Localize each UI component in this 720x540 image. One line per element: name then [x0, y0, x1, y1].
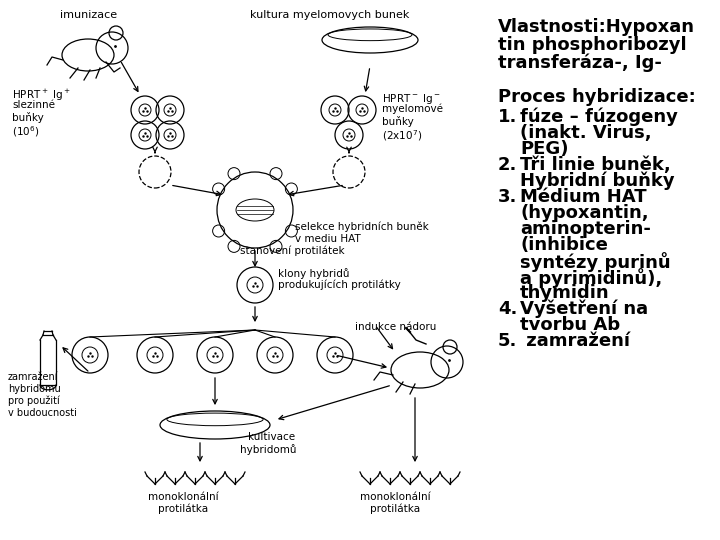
Text: (2x10$^7$): (2x10$^7$): [382, 128, 422, 143]
Text: protilátka: protilátka: [370, 504, 420, 515]
Text: 3.: 3.: [498, 188, 518, 206]
Text: a pyrimidinů),: a pyrimidinů),: [520, 268, 662, 288]
Text: HPRT$^+$ Ig$^+$: HPRT$^+$ Ig$^+$: [12, 88, 71, 103]
Text: transferáza-, Ig-: transferáza-, Ig-: [498, 54, 662, 72]
Text: klony hybridů: klony hybridů: [278, 268, 349, 279]
Text: hybridomů: hybridomů: [240, 444, 297, 455]
Text: kultivace: kultivace: [248, 432, 295, 442]
Text: Vyšetření na: Vyšetření na: [520, 300, 648, 319]
Text: syntézy purinů: syntézy purinů: [520, 252, 670, 272]
Text: (hypoxantin,: (hypoxantin,: [520, 204, 649, 222]
Text: indukce nádoru: indukce nádoru: [355, 322, 436, 332]
Text: protilátka: protilátka: [158, 504, 208, 515]
Text: thymidin: thymidin: [520, 284, 610, 302]
Text: hybridomu: hybridomu: [8, 384, 60, 394]
Text: Tři linie buněk,: Tři linie buněk,: [520, 156, 671, 174]
Text: Proces hybridizace:: Proces hybridizace:: [498, 88, 696, 106]
Text: pro použití: pro použití: [8, 396, 60, 407]
Text: (inhibice: (inhibice: [520, 236, 608, 254]
Text: kultura myelomovych bunek: kultura myelomovych bunek: [250, 10, 410, 20]
Text: buňky: buňky: [12, 112, 44, 123]
Text: v mediu HAT: v mediu HAT: [295, 234, 361, 244]
Text: 5.: 5.: [498, 332, 518, 350]
Text: myelomové: myelomové: [382, 104, 443, 114]
Text: v budoucnosti: v budoucnosti: [8, 408, 77, 418]
Text: produkujících protilátky: produkujících protilátky: [278, 280, 401, 291]
Text: HPRT$^-$ Ig$^-$: HPRT$^-$ Ig$^-$: [382, 92, 441, 106]
Text: zamražení: zamražení: [520, 332, 630, 350]
Text: tin phosphoribozyl: tin phosphoribozyl: [498, 36, 687, 54]
Text: selekce hybridních buněk: selekce hybridních buněk: [295, 222, 428, 233]
Text: aminopterin-: aminopterin-: [520, 220, 651, 238]
Text: slezinné: slezinné: [12, 100, 55, 110]
Text: Hybridní buňky: Hybridní buňky: [520, 172, 675, 191]
Text: monoklonální: monoklonální: [148, 492, 219, 502]
Text: 1.: 1.: [498, 108, 518, 126]
Text: monoklonální: monoklonální: [360, 492, 431, 502]
Text: zamražení: zamražení: [8, 372, 58, 382]
Text: 2.: 2.: [498, 156, 518, 174]
Text: Vlastnosti:Hypoxan: Vlastnosti:Hypoxan: [498, 18, 695, 36]
Text: (inakt. Virus,: (inakt. Virus,: [520, 124, 652, 142]
Text: imunizace: imunizace: [60, 10, 117, 20]
Text: PEG): PEG): [520, 140, 569, 158]
Text: (10$^6$): (10$^6$): [12, 124, 40, 139]
Text: Médium HAT: Médium HAT: [520, 188, 647, 206]
Text: fúze – fúzogeny: fúze – fúzogeny: [520, 108, 678, 126]
Text: stanovení protilátek: stanovení protilátek: [240, 246, 345, 256]
Text: 4.: 4.: [498, 300, 518, 318]
Text: buňky: buňky: [382, 116, 414, 127]
Text: tvorbu Ab: tvorbu Ab: [520, 316, 620, 334]
